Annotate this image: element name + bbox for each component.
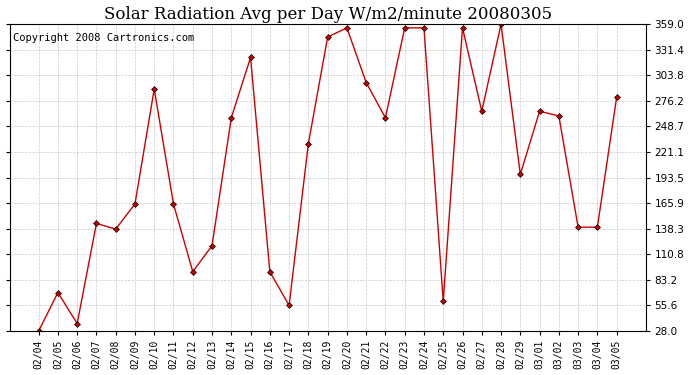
Text: Copyright 2008 Cartronics.com: Copyright 2008 Cartronics.com bbox=[13, 33, 194, 44]
Title: Solar Radiation Avg per Day W/m2/minute 20080305: Solar Radiation Avg per Day W/m2/minute … bbox=[104, 6, 552, 22]
